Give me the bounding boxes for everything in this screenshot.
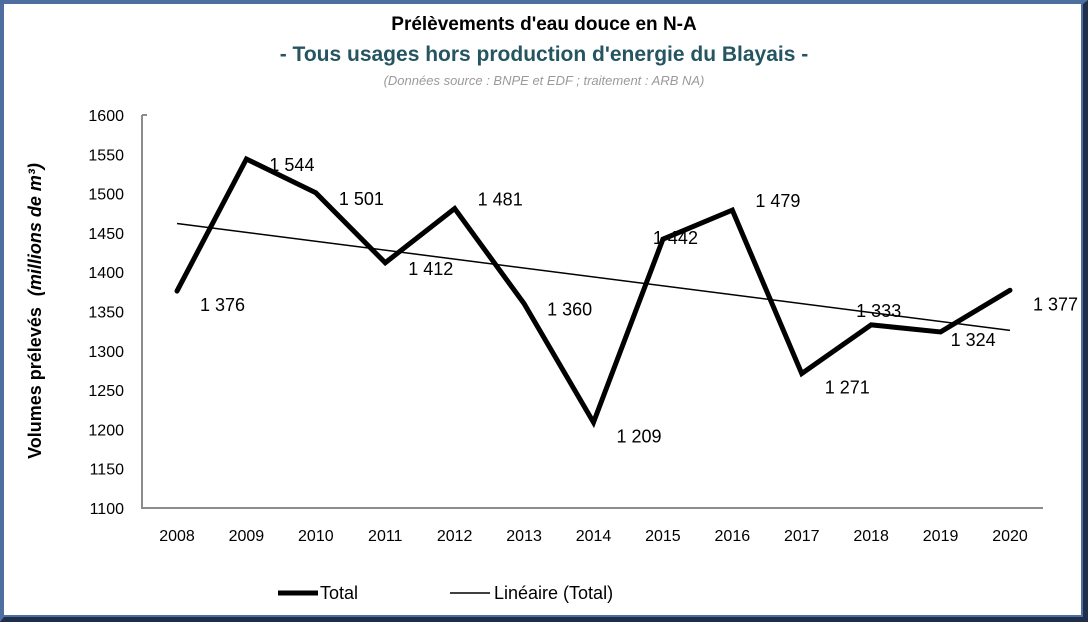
x-tick-label: 2010 [298, 528, 334, 545]
x-tick-label: 2013 [506, 528, 542, 545]
y-axis-ticks: 1100 1150 1200 1250 1300 1350 1400 1450 1500 1550… [88, 108, 124, 518]
data-label: 1 442 [653, 228, 698, 248]
data-labels-group: 1 376 1 544 1 501 1 412 1 481 1 360 1 209 1 442… [200, 155, 1078, 446]
y-axis-label-unit: (millions de m³) [25, 163, 45, 296]
y-tick-label: 1550 [88, 147, 124, 164]
chart-source-note: (Données source : BNPE et EDF ; traiteme… [383, 73, 705, 88]
y-tick-label: 1100 [90, 501, 125, 518]
legend: Total Linéaire (Total) [278, 583, 613, 603]
data-label: 1 209 [617, 426, 662, 446]
series-total-line [174, 155, 1013, 429]
y-tick-label: 1500 [88, 187, 124, 204]
x-axis-ticks: 2008 2009 2010 2011 2012 2013 2014 2015 2016 2017… [159, 528, 1028, 545]
data-label: 1 271 [825, 378, 870, 398]
data-label: 1 501 [339, 189, 384, 209]
x-tick-label: 2017 [784, 528, 820, 545]
y-axis-label-main: Volumes prélevés [25, 307, 45, 459]
data-label: 1 333 [856, 301, 901, 321]
y-tick-label: 1250 [88, 383, 124, 400]
x-tick-label: 2012 [437, 528, 473, 545]
data-label: 1 481 [478, 190, 523, 210]
x-tick-label: 2020 [992, 528, 1028, 545]
y-axis-label: Volumes prélevés (millions de m³) [25, 163, 45, 459]
y-tick-label: 1450 [88, 226, 124, 243]
legend-label-trendline: Linéaire (Total) [494, 583, 613, 603]
y-tick-label: 1600 [88, 108, 124, 125]
y-tick-label: 1150 [90, 462, 125, 479]
chart-title: Prélèvements d'eau douce en N-A [391, 14, 697, 35]
x-tick-label: 2016 [715, 528, 751, 545]
data-label: 1 324 [951, 330, 996, 350]
x-tick-label: 2008 [159, 528, 195, 545]
data-label: 1 377 [1033, 294, 1078, 314]
trendline-group [176, 222, 1011, 332]
data-label: 1 376 [200, 295, 245, 315]
x-tick-label: 2009 [229, 528, 265, 545]
x-tick-label: 2019 [923, 528, 959, 545]
x-tick-label: 2014 [576, 528, 612, 545]
data-label: 1 544 [269, 155, 314, 175]
data-label: 1 360 [547, 300, 592, 320]
y-tick-label: 1350 [88, 305, 124, 322]
data-label: 1 479 [755, 191, 800, 211]
y-tick-label: 1400 [88, 265, 124, 282]
y-tick-label: 1200 [88, 422, 124, 439]
x-tick-label: 2018 [853, 528, 889, 545]
y-tick-label: 1300 [88, 344, 124, 361]
legend-label-total: Total [320, 583, 358, 603]
x-tick-label: 2015 [645, 528, 681, 545]
x-tick-label: 2011 [368, 528, 403, 545]
chart-subtitle: - Tous usages hors production d'energie … [279, 43, 809, 66]
series-total-group [174, 155, 1013, 429]
data-label: 1 412 [408, 259, 453, 279]
trendline [176, 222, 1011, 332]
